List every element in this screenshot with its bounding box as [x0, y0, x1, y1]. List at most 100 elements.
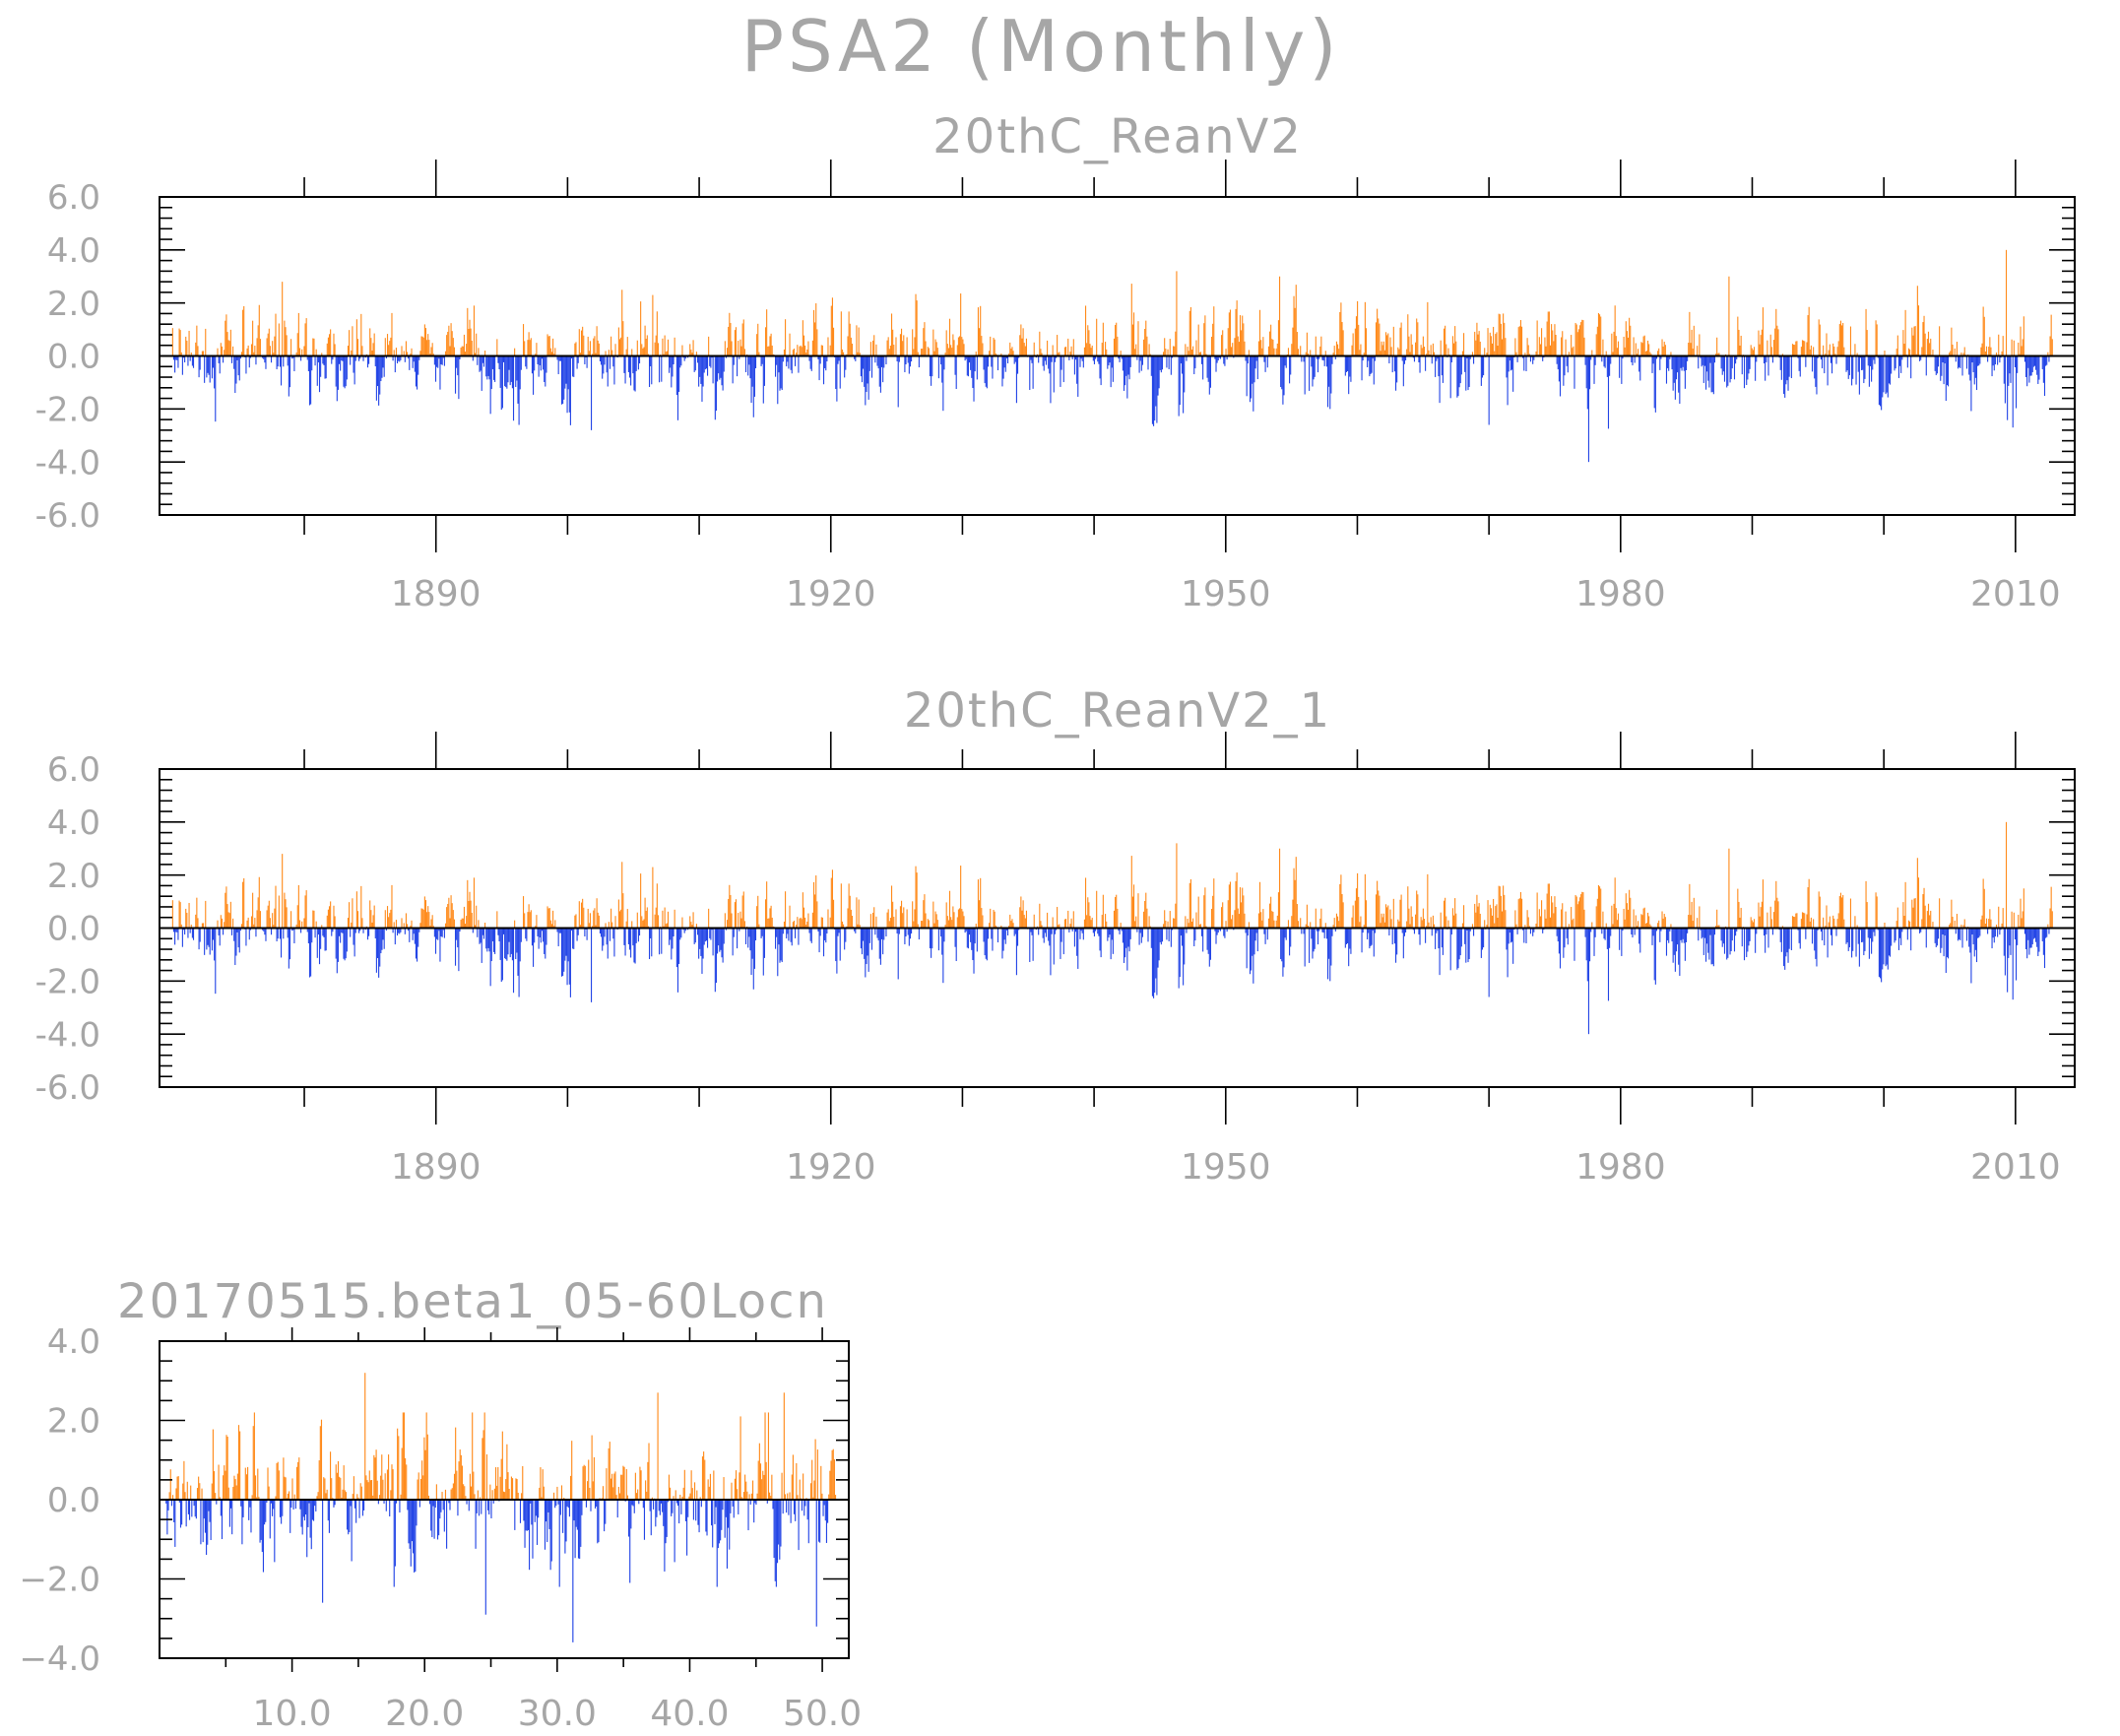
bar — [761, 355, 763, 364]
bar — [1236, 300, 1238, 356]
bar — [843, 352, 845, 356]
bar — [1072, 339, 1074, 356]
bar — [935, 342, 937, 356]
bar — [606, 355, 608, 373]
bar — [550, 352, 553, 356]
bar — [757, 323, 759, 356]
bar — [527, 912, 529, 929]
bar — [334, 344, 336, 356]
bar — [2048, 355, 2050, 362]
bar — [957, 337, 959, 356]
bar — [1824, 355, 1826, 374]
bar — [350, 355, 352, 365]
bar — [742, 1492, 745, 1500]
bar — [218, 928, 220, 935]
bar — [652, 294, 654, 356]
bar — [731, 341, 733, 356]
bar — [313, 910, 315, 929]
bar — [831, 1449, 833, 1500]
bar — [1124, 355, 1126, 386]
bar — [1151, 355, 1153, 424]
bar — [887, 337, 889, 356]
bar — [506, 355, 508, 389]
bar — [191, 928, 193, 938]
bar — [191, 355, 193, 366]
bar — [1100, 928, 1102, 958]
bar — [269, 346, 271, 356]
bar — [1419, 928, 1421, 945]
bar — [198, 355, 200, 378]
bar — [1522, 928, 1524, 931]
bar — [186, 340, 188, 356]
bar — [681, 345, 683, 356]
bar — [950, 917, 952, 929]
bar — [242, 1500, 244, 1517]
bar — [1388, 928, 1390, 936]
bar — [734, 902, 736, 929]
bar — [626, 337, 628, 356]
bar — [1507, 928, 1509, 978]
bar — [238, 355, 240, 381]
bar — [698, 1500, 700, 1533]
bar — [378, 1495, 381, 1500]
bar — [1291, 344, 1293, 356]
bar — [1805, 928, 1807, 939]
bar — [341, 928, 343, 933]
bar — [1606, 355, 1608, 377]
bar — [1728, 848, 1730, 929]
bar — [270, 1500, 272, 1504]
bar — [441, 928, 443, 937]
bar — [456, 1470, 458, 1500]
bar — [400, 355, 402, 360]
bar — [1536, 320, 1538, 356]
bar — [1571, 335, 1573, 356]
bar — [1445, 344, 1447, 356]
bar — [1679, 355, 1681, 404]
bar — [666, 1500, 668, 1537]
bar — [552, 910, 554, 929]
bar — [294, 1500, 296, 1510]
bar — [1776, 325, 1778, 356]
bar — [405, 1457, 407, 1500]
bar — [755, 1500, 757, 1506]
bar — [519, 355, 521, 390]
bar — [1667, 928, 1669, 940]
bar — [751, 928, 753, 959]
bar — [1039, 331, 1041, 356]
bar — [1164, 910, 1166, 929]
bar — [1607, 928, 1610, 1001]
bar — [631, 349, 633, 356]
y-tick-label: 0.0 — [47, 1481, 100, 1520]
bar — [1179, 355, 1181, 406]
bar — [378, 355, 380, 406]
bar — [797, 345, 799, 356]
bar — [721, 928, 723, 958]
bar — [292, 928, 294, 931]
bar — [715, 355, 717, 412]
bar — [588, 1459, 590, 1500]
bar — [418, 1500, 420, 1508]
bar — [269, 1500, 271, 1539]
bar — [267, 905, 269, 929]
bar — [179, 1500, 182, 1528]
bar — [466, 916, 468, 929]
bar — [1484, 348, 1486, 356]
bar — [1561, 337, 1563, 356]
bar — [832, 1448, 834, 1500]
bar — [187, 928, 189, 938]
bar — [208, 1500, 210, 1511]
bar — [565, 928, 567, 956]
bar — [376, 355, 379, 387]
bar — [437, 355, 439, 368]
bar — [640, 873, 642, 929]
bar — [1339, 883, 1341, 929]
bar — [2015, 928, 2018, 981]
bar — [642, 920, 644, 929]
bar — [2027, 928, 2029, 940]
bar — [717, 1500, 719, 1549]
bar — [2051, 911, 2053, 929]
bar — [845, 928, 847, 942]
bar — [1791, 916, 1794, 929]
bar — [1281, 355, 1283, 390]
bar — [1770, 347, 1772, 356]
